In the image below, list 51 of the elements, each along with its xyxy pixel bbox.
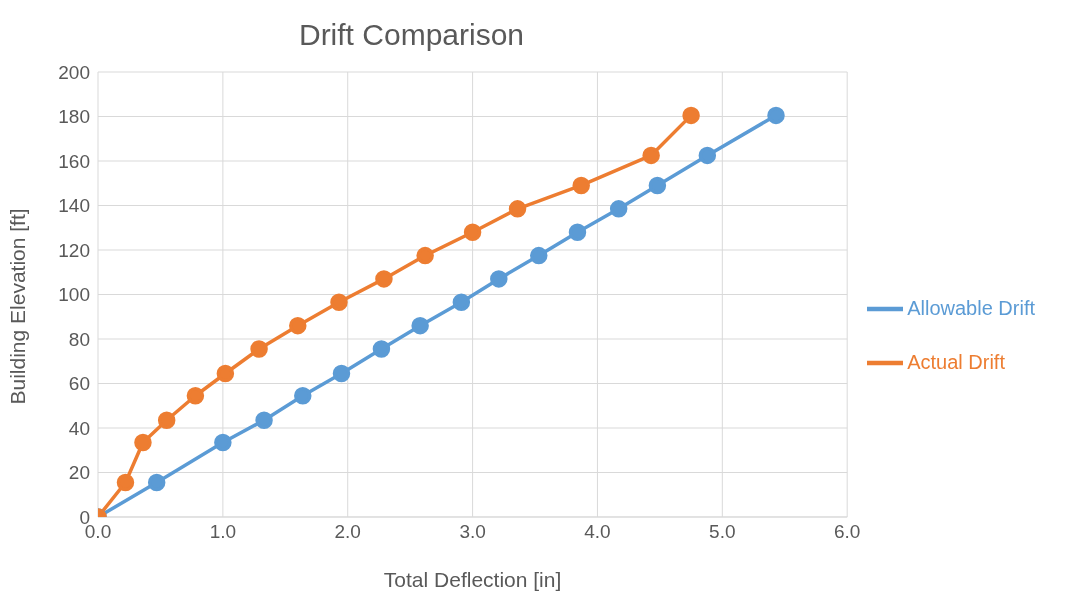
x-tick-label: 1.0 <box>209 521 237 543</box>
point <box>490 270 508 288</box>
y-axis-title: Building Elevation [ft] <box>6 208 30 405</box>
y-tick-label: 160 <box>58 150 90 172</box>
point <box>216 364 235 383</box>
point <box>332 364 351 383</box>
point <box>157 411 176 429</box>
point <box>682 106 700 125</box>
chart-title: Drift Comparison <box>297 17 526 53</box>
x-axis-title: Total Deflection [in] <box>383 568 562 591</box>
y-tick-label: 140 <box>58 195 90 217</box>
y-tick-label: 200 <box>58 61 90 83</box>
x-tick-label: 5.0 <box>709 521 736 543</box>
point <box>767 106 785 125</box>
point <box>698 146 717 165</box>
y-tick-label: 40 <box>68 417 90 439</box>
point <box>411 316 429 335</box>
point <box>572 176 590 195</box>
point <box>463 223 482 241</box>
point <box>330 293 348 312</box>
point <box>452 293 471 312</box>
point <box>147 473 166 492</box>
point <box>289 316 307 335</box>
y-tick-label: 100 <box>58 284 90 306</box>
point <box>294 386 312 405</box>
y-tick-label: 20 <box>68 462 90 484</box>
point <box>609 200 628 218</box>
x-tick-label: 2.0 <box>334 521 361 543</box>
x-tick-label: 6.0 <box>833 521 861 543</box>
point <box>530 246 548 265</box>
point <box>186 386 205 405</box>
y-tick-label: 80 <box>68 328 90 350</box>
point <box>568 223 587 241</box>
point <box>508 200 527 218</box>
x-tick-label: 4.0 <box>584 521 611 543</box>
point <box>642 146 660 165</box>
y-tick-label: 120 <box>58 239 90 261</box>
point <box>250 340 268 358</box>
point <box>416 246 434 265</box>
legend-label: Actual Drift <box>907 350 1005 373</box>
point <box>375 270 393 288</box>
x-tick-label: 3.0 <box>459 521 486 543</box>
point <box>255 411 273 429</box>
point <box>116 473 135 492</box>
point <box>134 433 152 452</box>
y-tick-label: 180 <box>58 106 90 128</box>
legend-label: Allowable Drift <box>907 296 1035 319</box>
point <box>214 433 232 452</box>
y-tick-label: 60 <box>68 373 90 395</box>
point <box>372 340 391 358</box>
point <box>648 176 667 195</box>
